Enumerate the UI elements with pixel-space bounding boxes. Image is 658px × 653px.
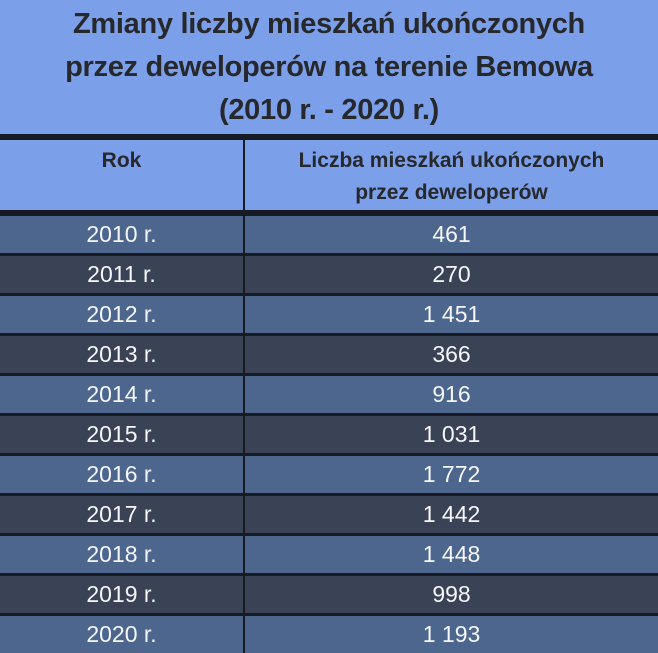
year-cell: 2014 r. bbox=[86, 381, 157, 407]
value-cell: 998 bbox=[243, 576, 658, 613]
title-line-2: przez deweloperów na terenie Bemowa bbox=[65, 51, 593, 83]
table-title: Zmiany liczby mieszkań ukończonych przez… bbox=[0, 0, 658, 140]
year-cell: 2018 r. bbox=[86, 541, 157, 567]
table-row-2016: 2016 r. 1 772 bbox=[0, 453, 658, 493]
column-header-liczba-line-2: przez deweloperów bbox=[355, 181, 548, 204]
table-row-2015: 2015 r. 1 031 bbox=[0, 413, 658, 453]
title-line-3: (2010 r. - 2020 r.) bbox=[218, 94, 439, 126]
value-cell: 270 bbox=[243, 256, 658, 293]
value-cell: 1 031 bbox=[243, 416, 658, 453]
table-row-2014: 2014 r. 916 bbox=[0, 373, 658, 413]
year-cell: 2010 r. bbox=[86, 221, 157, 247]
column-header-rok: Rok bbox=[101, 149, 142, 172]
year-cell: 2012 r. bbox=[86, 301, 157, 327]
value-cell: 461 bbox=[243, 216, 658, 253]
column-header-liczba: Liczba mieszkań ukończonych przez dewelo… bbox=[243, 140, 658, 210]
year-cell: 2011 r. bbox=[87, 261, 156, 287]
table-row-2013: 2013 r. 366 bbox=[0, 333, 658, 373]
year-cell: 2019 r. bbox=[86, 581, 157, 607]
year-cell: 2013 r. bbox=[86, 341, 157, 367]
column-header-liczba-line-1: Liczba mieszkań ukończonych bbox=[298, 149, 605, 172]
value-cell: 1 193 bbox=[243, 616, 658, 653]
column-header-row: Rok Liczba mieszkań ukończonych przez de… bbox=[0, 140, 658, 216]
value-cell: 1 442 bbox=[243, 496, 658, 533]
title-line-1: Zmiany liczby mieszkań ukończonych bbox=[73, 8, 585, 40]
value-cell: 1 772 bbox=[243, 456, 658, 493]
table-row-2019: 2019 r. 998 bbox=[0, 573, 658, 613]
table-row-2012: 2012 r. 1 451 bbox=[0, 293, 658, 333]
table-row-2018: 2018 r. 1 448 bbox=[0, 533, 658, 573]
table-row-2010: 2010 r. 461 bbox=[0, 216, 658, 253]
year-cell: 2015 r. bbox=[86, 421, 157, 447]
table-body: 2010 r. 461 2011 r. 270 2012 r. 1 451 20… bbox=[0, 216, 658, 653]
value-cell: 916 bbox=[243, 376, 658, 413]
year-cell: 2016 r. bbox=[86, 461, 157, 487]
value-cell: 1 451 bbox=[243, 296, 658, 333]
table-row-2020: 2020 r. 1 193 bbox=[0, 613, 658, 653]
year-cell: 2020 r. bbox=[86, 621, 157, 647]
value-cell: 366 bbox=[243, 336, 658, 373]
year-cell: 2017 r. bbox=[86, 501, 157, 527]
table-row-2011: 2011 r. 270 bbox=[0, 253, 658, 293]
value-cell: 1 448 bbox=[243, 536, 658, 573]
table-row-2017: 2017 r. 1 442 bbox=[0, 493, 658, 533]
